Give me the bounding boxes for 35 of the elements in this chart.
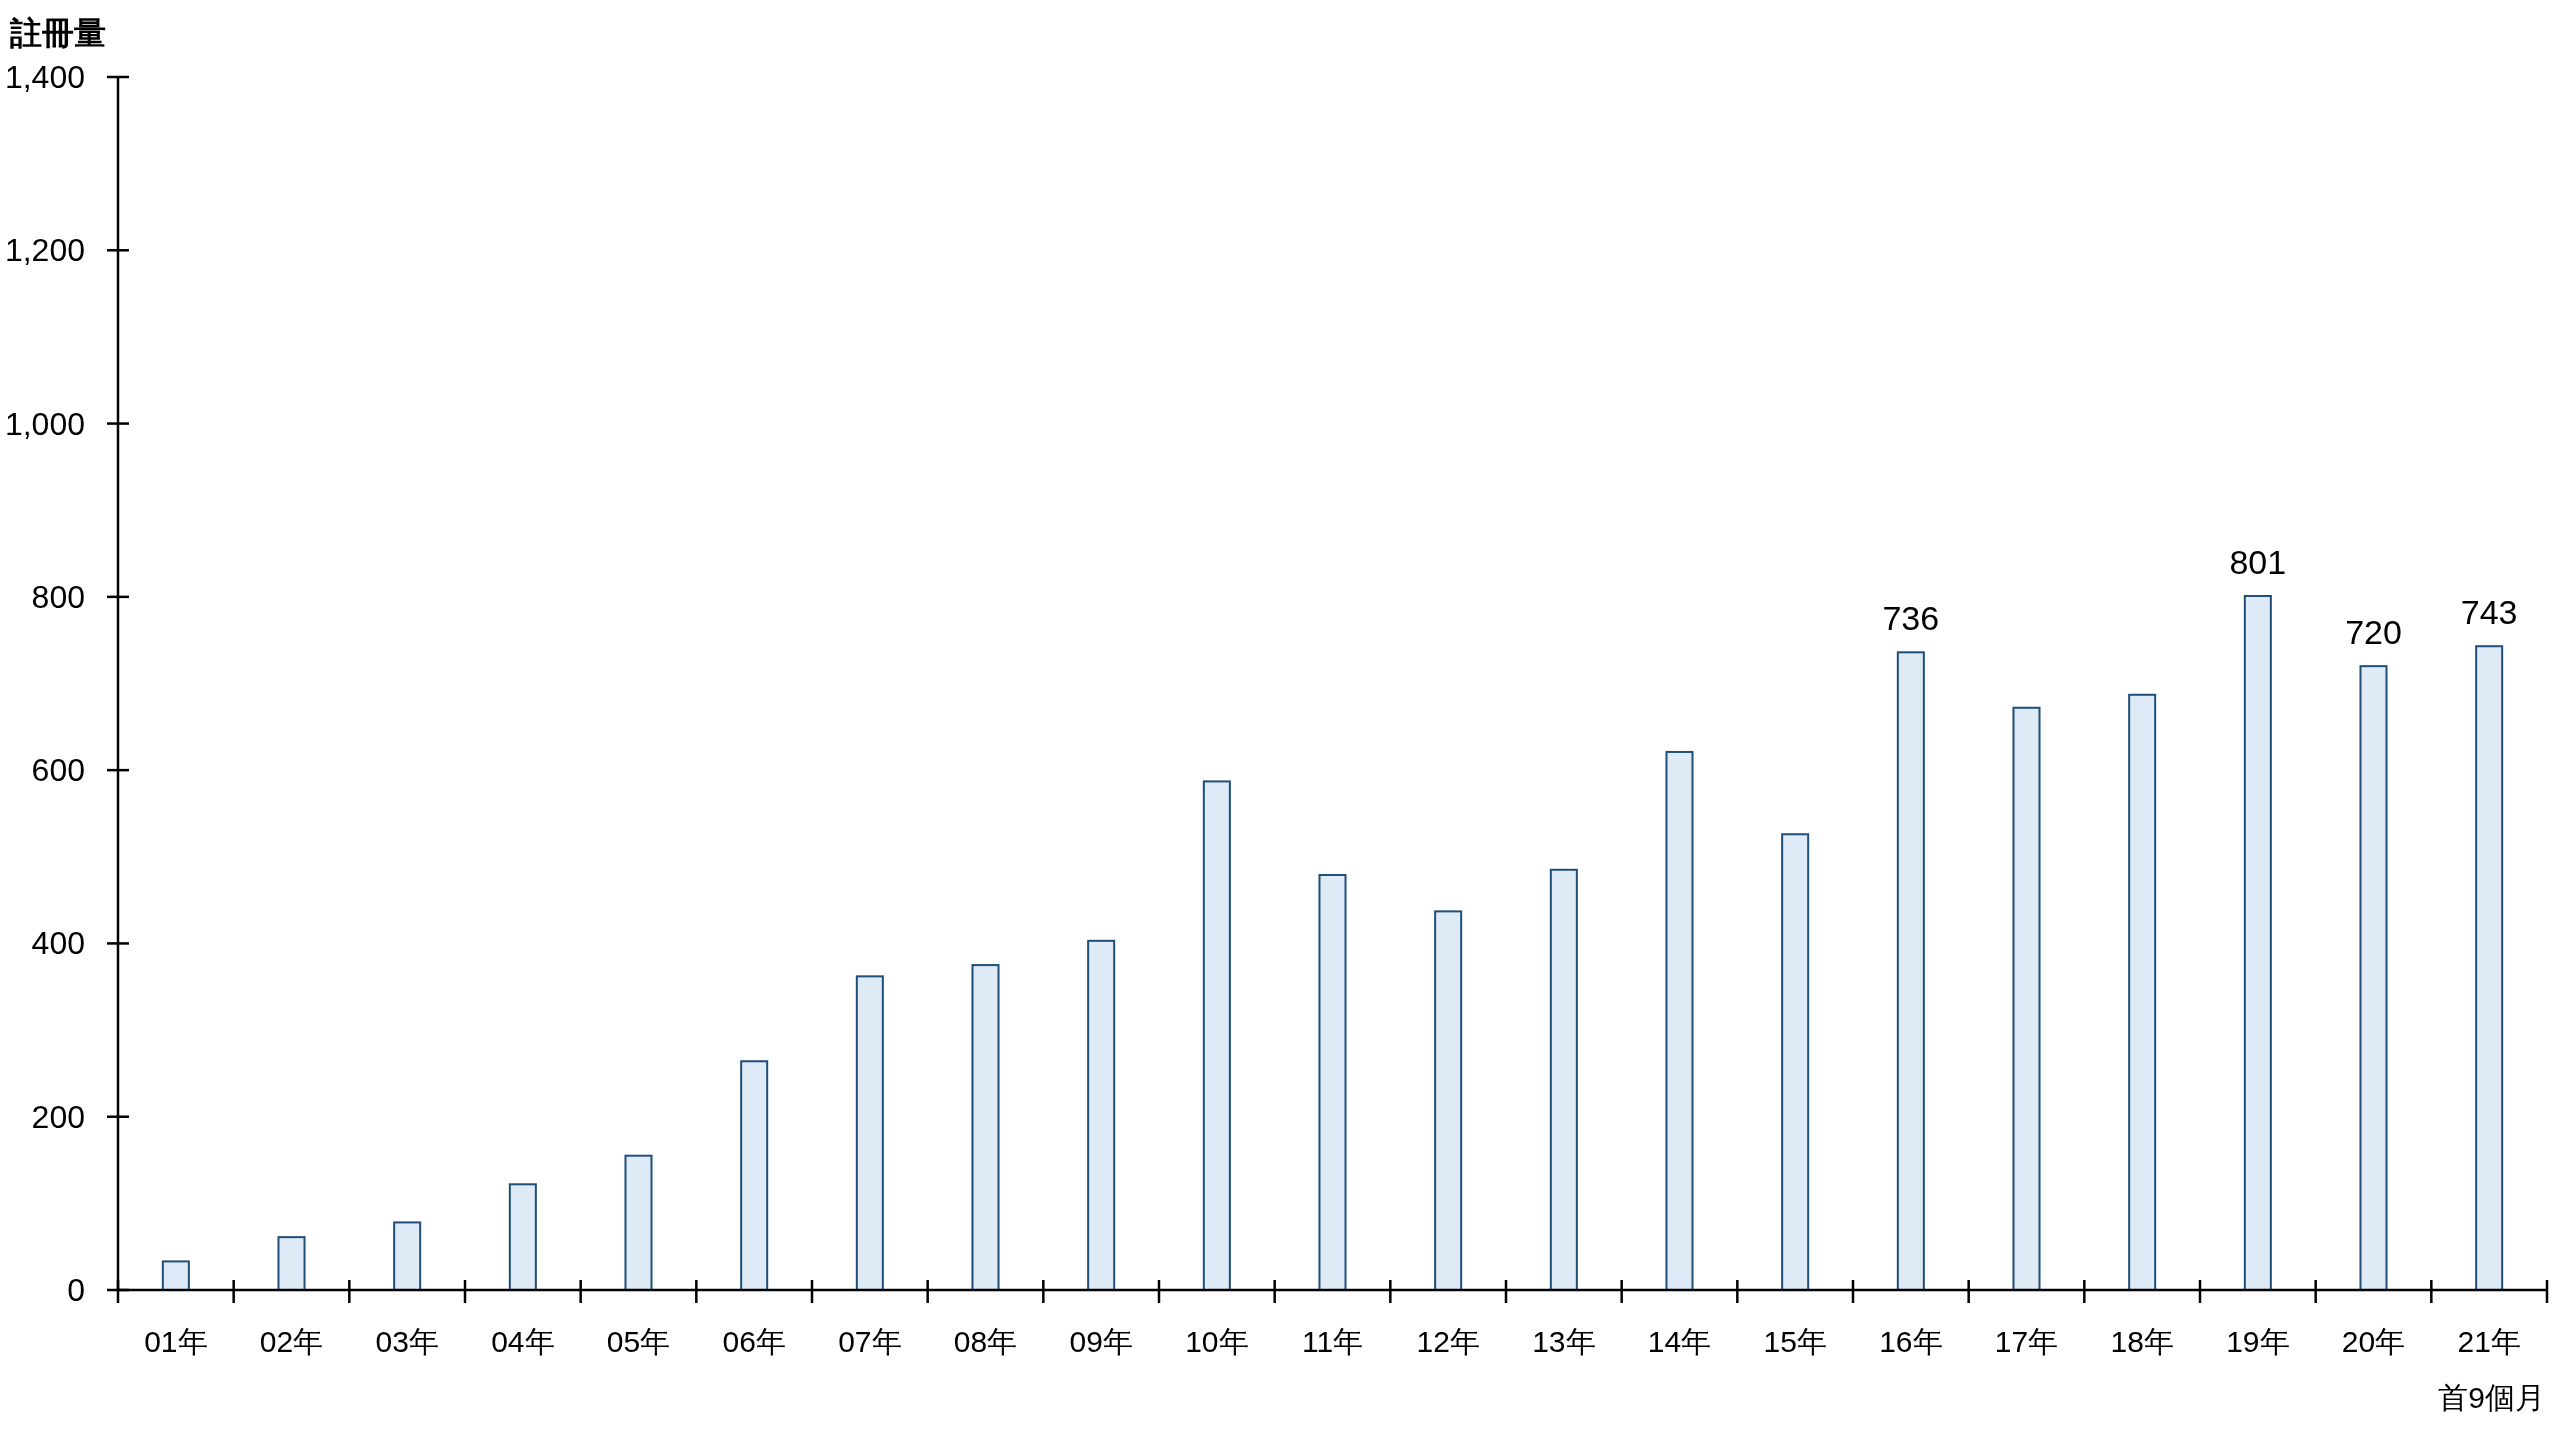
- x-tick-label: 17年: [1994, 1325, 2059, 1358]
- x-tick-label: 08年: [953, 1325, 1018, 1358]
- x-tick-label: 14年: [1647, 1325, 1712, 1358]
- x-tick-label: 13年: [1532, 1325, 1596, 1358]
- y-tick-label: 0: [67, 1272, 85, 1308]
- y-axis-title: 註冊量: [10, 15, 106, 51]
- x-tick-label: 16年: [1879, 1325, 1943, 1358]
- y-tick-label: 1,400: [4, 59, 85, 95]
- x-tick-label: 19年: [2226, 1325, 2290, 1358]
- x-tick-label: 11年: [1301, 1325, 1364, 1358]
- value-label: 743: [2460, 593, 2518, 632]
- x-tick-label: 04年: [491, 1325, 555, 1358]
- x-tick-label: 21年: [2457, 1325, 2521, 1358]
- x-tick-label: 18年: [2110, 1325, 2174, 1358]
- x-tick-label: 05年: [606, 1325, 671, 1358]
- y-tick-label: 600: [31, 752, 85, 789]
- x-tick-label: 07年: [838, 1325, 902, 1358]
- y-tick-label: 200: [31, 1098, 85, 1135]
- x-tick-label: 12年: [1416, 1325, 1480, 1358]
- y-tick-label: 1,200: [4, 232, 85, 269]
- annotation: 首9個月: [2438, 1381, 2545, 1414]
- x-tick-label: 06年: [722, 1325, 786, 1358]
- x-tick-label: 02年: [259, 1325, 324, 1358]
- x-tick-label: 09年: [1069, 1325, 1133, 1358]
- value-label: 801: [2229, 543, 2287, 581]
- x-tick-label: 20年: [2341, 1325, 2406, 1358]
- x-tick-label: 03年: [375, 1325, 439, 1358]
- value-label: 736: [1882, 599, 1940, 638]
- y-tick-label: 1,000: [4, 405, 85, 442]
- x-tick-label: 10年: [1185, 1325, 1249, 1358]
- y-tick-label: 800: [31, 578, 85, 615]
- y-tick-label: 400: [31, 925, 85, 962]
- value-label: 720: [2345, 613, 2402, 652]
- x-tick-label: 15年: [1763, 1325, 1827, 1358]
- x-tick-label: 01年: [144, 1325, 208, 1358]
